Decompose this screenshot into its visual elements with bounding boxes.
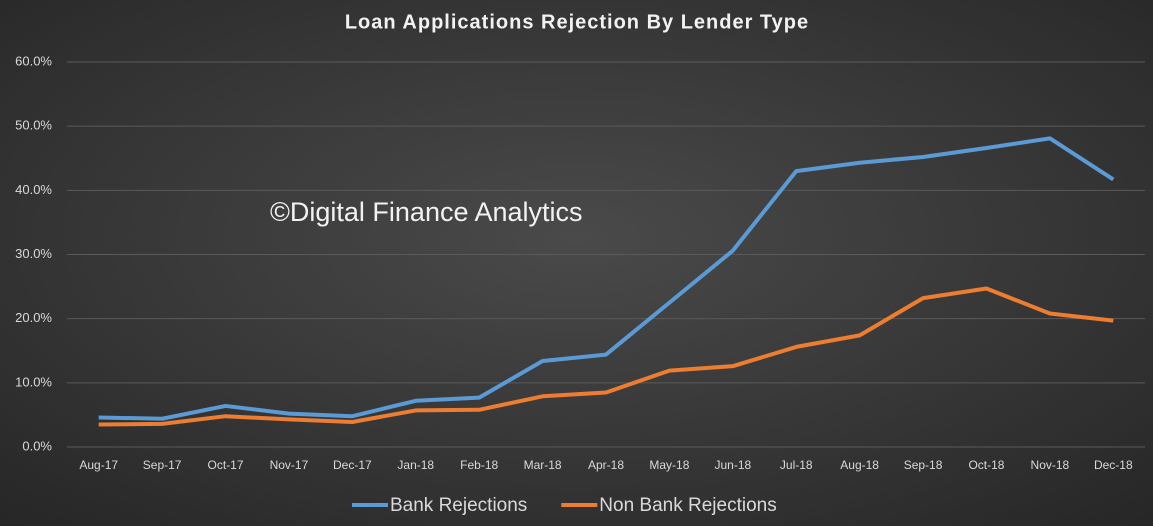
x-tick-label: Feb-18 [460, 458, 498, 472]
x-tick-label: Mar-18 [524, 458, 562, 472]
watermark: ©Digital Finance Analytics [270, 197, 583, 227]
x-tick-label: Sep-17 [143, 458, 182, 472]
x-tick-label: Oct-18 [968, 458, 1004, 472]
y-tick-label: 50.0% [15, 118, 52, 133]
x-tick-label: Aug-17 [79, 458, 118, 472]
y-tick-label: 0.0% [22, 438, 52, 453]
x-tick-label: Dec-18 [1094, 458, 1133, 472]
x-tick-label: Oct-17 [208, 458, 244, 472]
series-line [98, 136, 1115, 421]
y-tick-label: 30.0% [15, 246, 52, 261]
x-tick-label: Nov-17 [270, 458, 309, 472]
legend-label: Non Bank Rejections [599, 495, 776, 516]
chart-title: Loan Applications Rejection By Lender Ty… [345, 11, 809, 33]
series-line [98, 286, 1114, 427]
x-tick-label: Apr-18 [588, 458, 624, 472]
legend-label: Bank Rejections [390, 495, 527, 516]
x-tick-label: Jun-18 [714, 458, 751, 472]
x-tick-label: Jan-18 [397, 458, 434, 472]
x-tick-label: May-18 [649, 458, 689, 472]
y-tick-label: 20.0% [15, 310, 52, 325]
x-tick-label: Sep-18 [904, 458, 943, 472]
x-tick-label: Dec-17 [333, 458, 372, 472]
x-tick-label: Jul-18 [780, 458, 813, 472]
y-tick-label: 60.0% [15, 53, 52, 68]
y-tick-label: 40.0% [15, 182, 52, 197]
x-tick-label: Aug-18 [840, 458, 879, 472]
x-tick-label: Nov-18 [1031, 458, 1070, 472]
y-tick-label: 10.0% [15, 374, 52, 389]
